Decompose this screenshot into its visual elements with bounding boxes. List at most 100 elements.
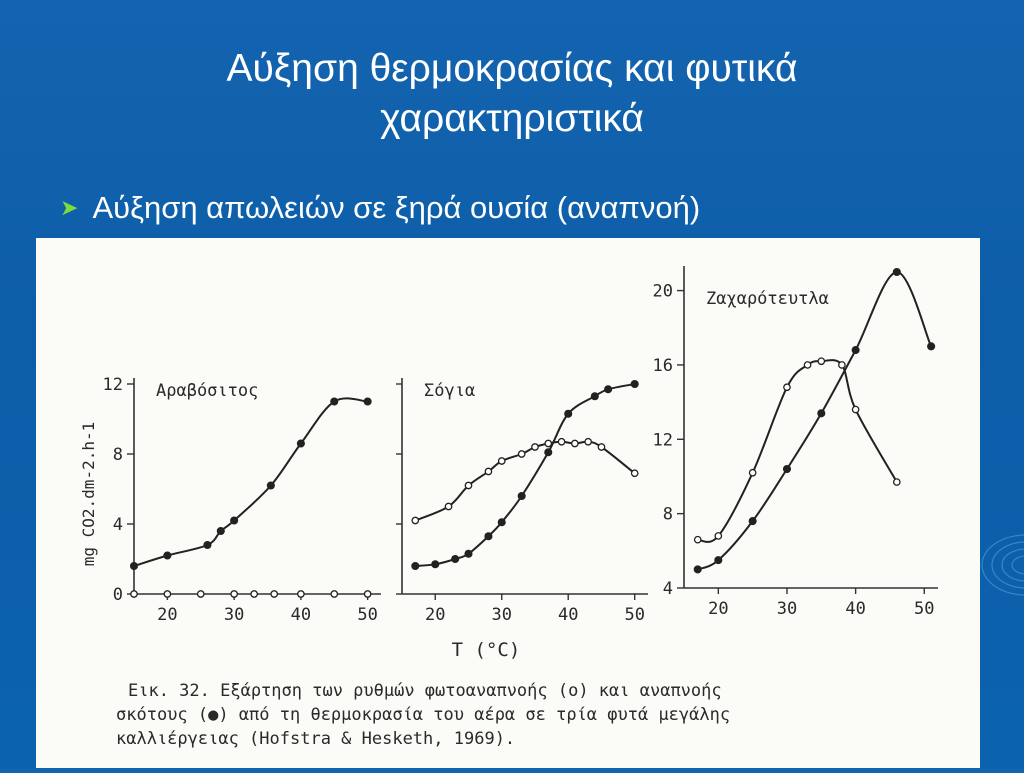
photorespiration-point — [597, 443, 606, 451]
dark-respiration-point — [330, 397, 339, 406]
photorespiration-point — [464, 481, 473, 490]
dark-respiration-point — [464, 549, 473, 558]
y-tick-label: 8 — [113, 445, 123, 465]
y-tick-label: 0 — [113, 585, 123, 605]
photorespiration-point — [630, 469, 639, 478]
dark-respiration-point — [216, 526, 225, 536]
panel-0: 20 30 40 50 0 4 8 12 Αραβόσιτος — [103, 375, 381, 625]
slide-title-line-1: Αύξηση θερμοκρασίας και φυτικά — [226, 47, 798, 90]
photorespiration-point — [584, 437, 593, 446]
dark-respiration-point — [411, 561, 420, 571]
x-tick-label: 40 — [845, 599, 865, 619]
dark-respiration-point — [714, 556, 723, 565]
photorespiration-point — [130, 590, 138, 598]
photorespiration-point — [196, 590, 205, 598]
series-line — [697, 270, 933, 571]
dark-respiration-point — [590, 392, 599, 401]
photorespiration-point — [163, 590, 172, 598]
photorespiration-point — [817, 357, 826, 366]
dark-respiration-point — [892, 267, 901, 277]
photorespiration-point — [851, 405, 860, 414]
x-tick-label: 40 — [291, 605, 311, 625]
dark-respiration-point — [604, 385, 613, 394]
dark-respiration-point — [484, 532, 493, 541]
x-tick-label: 20 — [157, 605, 177, 625]
x-tick-label: 50 — [357, 605, 377, 625]
y-tick-label: 8 — [663, 505, 673, 525]
plots-group: 20 30 40 50 0 4 8 12 Αραβόσιτος 20 30 40 50 Σόγια 20 30… — [103, 266, 938, 625]
photorespiration-point — [892, 478, 901, 486]
caption-line-3: καλλιέργειας (Hofstra & Hesketh, 1969). — [116, 729, 515, 749]
dark-respiration-point — [230, 516, 239, 525]
photorespiration-point — [693, 535, 702, 544]
dark-respiration-point — [517, 491, 526, 501]
photorespiration-point — [330, 590, 339, 598]
series-line — [415, 383, 635, 567]
photorespiration-point — [571, 439, 579, 448]
dark-respiration-point — [564, 409, 573, 418]
panel-title: Αραβόσιτος — [156, 381, 258, 401]
photorespiration-point — [270, 590, 279, 598]
photorespiration-point — [497, 457, 506, 465]
panel-title: Σόγια — [424, 381, 475, 401]
photorespiration-point — [517, 450, 526, 458]
dark-respiration-point — [544, 448, 553, 457]
x-tick-label: 50 — [624, 605, 644, 625]
photorespiration-point — [557, 437, 566, 446]
dark-respiration-point — [203, 540, 212, 550]
decorative-ripple-icon — [981, 534, 1024, 596]
dark-respiration-point — [296, 439, 305, 448]
bullet-item: ➤ Αύξηση απωλειών σε ξηρά ουσία (αναπνοή… — [60, 190, 700, 226]
photorespiration-point — [531, 443, 539, 451]
y-tick-label: 12 — [103, 375, 123, 395]
dark-respiration-point — [748, 517, 757, 526]
photorespiration-point — [444, 502, 453, 511]
y-tick-label: 20 — [653, 282, 673, 302]
caption-line-2: σκότους (●) από τη θερμοκρασία του αέρα … — [116, 705, 730, 725]
photorespiration-point — [230, 590, 238, 598]
dark-respiration-point — [363, 397, 372, 406]
x-tick-label: 30 — [224, 605, 244, 625]
series-line — [133, 397, 368, 567]
figure-panel: 20 30 40 50 0 4 8 12 Αραβόσιτος 20 30 40 50 Σόγια 20 30… — [36, 238, 980, 768]
panel-1: 20 30 40 50 Σόγια — [396, 378, 648, 625]
x-axis-label: T (°C) — [452, 639, 521, 661]
panel-2: 20 30 40 50 4 8 12 16 20 Ζαχαρότευτλα — [653, 266, 938, 619]
dark-respiration-point — [817, 409, 826, 418]
dark-respiration-point — [266, 481, 275, 490]
x-tick-label: 20 — [708, 599, 728, 619]
dark-respiration-point — [497, 518, 506, 527]
dark-respiration-point — [630, 379, 639, 389]
photorespiration-point — [803, 361, 812, 369]
figure-svg: 20 30 40 50 0 4 8 12 Αραβόσιτος 20 30 40 50 Σόγια 20 30… — [79, 266, 938, 749]
dark-respiration-point — [129, 561, 139, 571]
y-tick-label: 4 — [113, 515, 123, 535]
x-tick-label: 50 — [914, 599, 934, 619]
panel-title: Ζαχαρότευτλα — [706, 289, 829, 309]
dark-respiration-point — [163, 551, 172, 560]
dark-respiration-point — [451, 554, 460, 564]
y-tick-label: 16 — [653, 356, 673, 376]
dark-respiration-point — [927, 342, 936, 351]
dark-respiration-point — [851, 346, 860, 355]
arrow-bullet-icon: ➤ — [60, 195, 79, 220]
dark-respiration-point — [431, 560, 440, 569]
dark-respiration-point — [693, 565, 702, 574]
y-axis-label: mg CO2.dm-2.h-1 — [79, 422, 98, 567]
photorespiration-point — [297, 590, 305, 598]
y-tick-label: 4 — [663, 579, 673, 599]
x-tick-label: 40 — [558, 605, 578, 625]
photorespiration-point — [363, 590, 372, 598]
y-tick-label: 12 — [653, 430, 673, 450]
photorespiration-point — [748, 468, 757, 477]
x-tick-label: 20 — [425, 605, 445, 625]
x-tick-label: 30 — [491, 605, 511, 625]
slide-title-line-2: χαρακτηριστικά — [380, 97, 644, 140]
caption-line-1: Εικ. 32. Εξάρτηση των ρυθμών φωτοαναπνοή… — [128, 681, 722, 701]
dark-respiration-point — [782, 464, 792, 474]
photorespiration-point — [484, 467, 493, 476]
photorespiration-point — [714, 532, 723, 540]
photorespiration-point — [783, 383, 791, 392]
photorespiration-point — [411, 516, 420, 525]
bullet-text: Αύξηση απωλειών σε ξηρά ουσία (αναπνοή) — [92, 190, 701, 225]
